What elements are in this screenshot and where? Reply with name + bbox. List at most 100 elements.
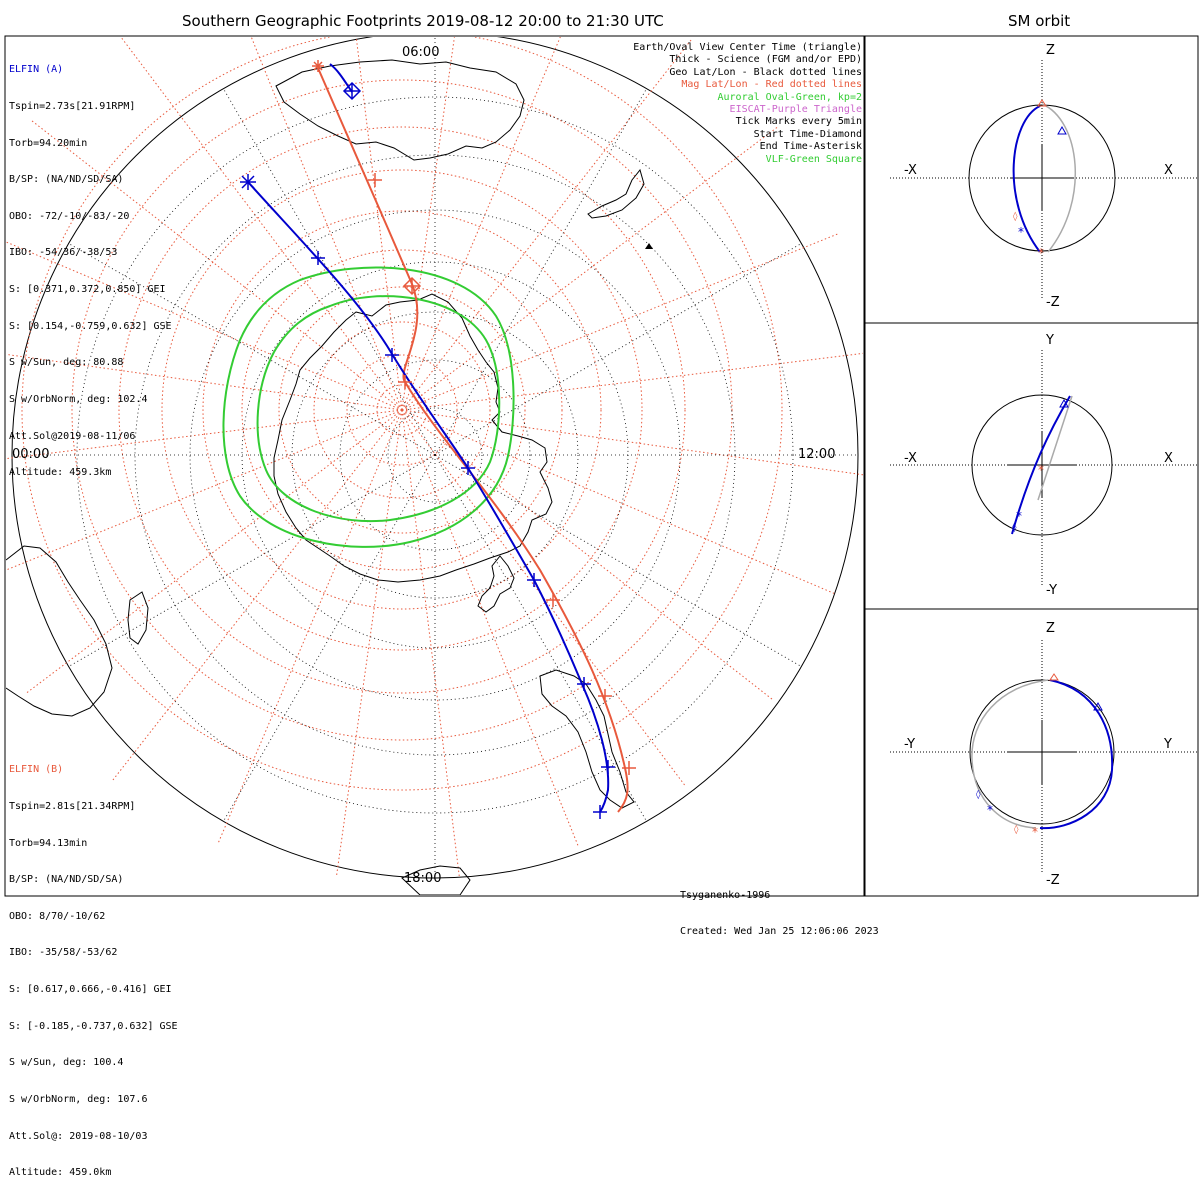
sm-tri-a <box>1093 701 1103 711</box>
elfin-b-info: ELFIN (B) Tspin=2.81s[21.34RPM] Torb=94.… <box>9 740 178 1192</box>
antarctic-peninsula <box>477 555 515 613</box>
south-america-coastline <box>539 669 635 809</box>
sm-tri-b <box>1037 99 1047 107</box>
geo-lat-circle <box>291 311 579 599</box>
mag-lat-circle <box>376 384 428 436</box>
legend-item: Tick Marks every 5min <box>735 116 862 128</box>
antarctica-coastline <box>273 293 553 583</box>
sm1-axis-right: X <box>1164 163 1173 178</box>
sm3-axis-right: Y <box>1164 737 1172 752</box>
mag-lat-circle <box>346 354 458 466</box>
mag-lat-grid <box>21 37 783 791</box>
model-credit: Tsyganenko-1996 <box>680 890 771 901</box>
mag-meridian <box>336 409 403 876</box>
geo-meridian <box>68 243 436 456</box>
elfin-b-line: S w/Sun, deg: 100.4 <box>9 1057 124 1069</box>
elfin-b-line: S: [0.617,0.666,-0.416] GEI <box>9 984 172 996</box>
geo-lat-circle <box>387 407 483 503</box>
geo-meridian <box>434 454 802 667</box>
geo-lat-circle <box>76 96 794 814</box>
elfin-a-end-asterisk <box>240 174 256 190</box>
elfin-a-line: B/SP: (NA/ND/SD/SA) <box>9 174 124 186</box>
legend-item: Geo Lat/Lon - Black dotted lines <box>669 66 862 78</box>
geo-lon-grid <box>12 37 858 878</box>
legend-item: Mag Lat/Lon - Red dotted lines <box>681 79 862 91</box>
mag-meridian <box>401 409 460 877</box>
time-label-left: 00:00 <box>12 447 50 462</box>
sm-frame <box>864 35 1199 897</box>
mag-lat-circle <box>202 210 602 610</box>
geo-meridian <box>223 454 436 822</box>
sm-orbit-gray <box>1041 103 1076 253</box>
australia-coastline <box>275 59 525 161</box>
sm-asterisk-a: * <box>1016 509 1022 523</box>
elfin-a-start-diamond <box>342 81 362 101</box>
sm-orbit-a <box>1039 679 1114 830</box>
sm-diamond-b: ◊ <box>1013 211 1018 222</box>
map-horizon-circle <box>11 37 859 879</box>
sm-orbit-title: SM orbit <box>1008 12 1071 30</box>
polar-footprint-map: * ◊ * * ◊ * * ◊ * ◊ <box>4 35 1199 897</box>
sm-earth-circle <box>969 679 1115 825</box>
time-label-top: 06:00 <box>402 45 440 60</box>
elfin-b-line: Torb=94.13min <box>9 837 88 849</box>
elfin-a-line: Att.Sol@2019-08-11/06 <box>9 430 136 442</box>
mag-meridian <box>217 409 403 843</box>
madagascar-coastline <box>127 591 149 645</box>
elfin-b-line: S: [-0.185,-0.737,0.632] GSE <box>9 1020 178 1032</box>
time-label-right: 12:00 <box>798 447 836 462</box>
sm-panel-yz: * ◊ * ◊ <box>890 640 1198 872</box>
sm-orbit-gray <box>971 679 1049 829</box>
elfin-b-line: Att.Sol@: 2019-08-10/03 <box>9 1130 148 1142</box>
sm2-axis-top: Y <box>1046 333 1054 348</box>
sm-diamond-a: ◊ <box>976 789 981 800</box>
mag-meridian <box>401 409 579 846</box>
sm1-axis-left: -X <box>904 163 917 178</box>
geo-meridian <box>223 88 436 456</box>
elfin-b-line: Tspin=2.81s[21.34RPM] <box>9 801 136 813</box>
mag-lat-circle <box>71 79 733 741</box>
sm-asterisk-b: * <box>1032 825 1038 839</box>
sm-asterisk-a: * <box>987 803 993 817</box>
geo-meridian <box>434 88 647 456</box>
time-label-bottom: 18:00 <box>404 871 442 886</box>
elfin-b-track <box>317 67 629 813</box>
elfin-b-line: IBO: -35/58/-53/62 <box>9 947 118 959</box>
elfin-a-info: ELFIN (A) Tspin=2.73s[21.91RPM] Torb=94.… <box>9 40 172 492</box>
elfin-b-ticks <box>368 173 636 775</box>
created-timestamp: Created: Wed Jan 25 12:06:06 2023 <box>680 926 879 937</box>
sm-earth-circle <box>968 104 1116 252</box>
legend-item: Auroral Oval-Green, kp=2 <box>717 91 863 103</box>
sm2-axis-right: X <box>1164 451 1173 466</box>
sm-diamond-a: ◊ <box>1012 522 1017 533</box>
new-zealand-coastline <box>587 168 645 219</box>
sm3-axis-top: Z <box>1046 621 1055 636</box>
sm-orbit-gray <box>1037 395 1073 501</box>
mag-lat-circle <box>313 321 491 499</box>
africa-coastline <box>6 545 113 717</box>
elfin-a-line: Tspin=2.73s[21.91RPM] <box>9 101 136 113</box>
auroral-oval-outer <box>222 266 515 548</box>
sm-diamond-b: ◊ <box>1014 824 1019 835</box>
mag-meridian <box>401 37 561 411</box>
legend-item: Earth/Oval View Center Time (triangle) <box>633 42 862 53</box>
credits: Tsyganenko-1996 Created: Wed Jan 25 12:0… <box>680 866 879 950</box>
mag-lat-circle <box>118 126 686 694</box>
elfin-a-line: S: [0.154,-0.759,0.632] GSE <box>9 320 172 332</box>
elfin-a-track-main <box>247 181 610 813</box>
legend-item: End Time-Asterisk <box>759 141 862 153</box>
elfin-b-line: B/SP: (NA/ND/SD/SA) <box>9 874 124 886</box>
elfin-b-line: OBO: 8/70/-10/62 <box>9 910 106 922</box>
elfin-a-ticks <box>311 251 615 819</box>
mag-lat-circle <box>161 169 643 651</box>
sm2-axis-bottom: -Y <box>1046 583 1058 598</box>
sm1-axis-bottom: -Z <box>1046 295 1060 310</box>
legend-item: Start Time-Diamond <box>753 128 862 140</box>
legend-item: VLF-Green Square <box>765 153 862 165</box>
elfin-a-name: ELFIN (A) <box>9 64 64 76</box>
elfin-a-line: S w/Sun, deg: 80.88 <box>9 357 124 369</box>
sm3-axis-bottom: -Z <box>1046 873 1060 888</box>
mag-lat-circle <box>21 37 783 791</box>
sm-orbit-a <box>1012 105 1041 253</box>
elfin-b-name: ELFIN (B) <box>9 764 64 776</box>
